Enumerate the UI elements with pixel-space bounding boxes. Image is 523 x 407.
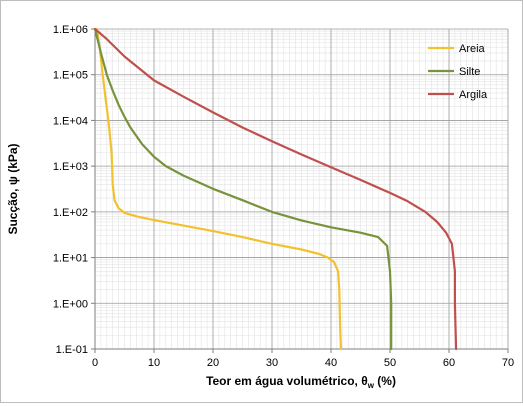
series-line-argila [93, 27, 458, 351]
x-tick-label: 10 [148, 357, 160, 369]
minor-gridlines [95, 29, 508, 349]
x-tick-label: 30 [266, 357, 278, 369]
series-lines [93, 27, 458, 351]
x-axis-label: Teor em água volumétrico, θw (%) [206, 374, 396, 390]
x-axis-label-units: (%) [374, 374, 396, 388]
legend-label-argila: Argila [459, 89, 488, 101]
y-tick-label: 1.E+00 [53, 298, 88, 310]
y-tick-label: 1.E+03 [53, 161, 88, 173]
legend-label-areia: Areia [459, 43, 486, 55]
y-axis-label: Sucção, ψ (kPa) [6, 143, 20, 234]
x-axis-label-main: Teor em água volumétrico, θ [206, 374, 368, 388]
y-tick-label: 1.E+02 [53, 207, 88, 219]
x-tick-label: 20 [207, 357, 219, 369]
x-tick-label: 70 [502, 357, 514, 369]
y-tick-label: 1.E+06 [53, 24, 88, 36]
x-tick-label: 50 [384, 357, 396, 369]
legend-label-silte: Silte [459, 66, 480, 78]
x-axis-label-subscript: w [367, 381, 375, 390]
x-tick-label: 40 [325, 357, 337, 369]
y-tick-label: 1.E+05 [53, 70, 88, 82]
axes [91, 28, 509, 353]
y-tick-label: 1.E-01 [56, 344, 88, 356]
y-tick-label: 1.E+04 [53, 115, 88, 127]
x-tick-label: 0 [92, 357, 98, 369]
series-line-areia [95, 27, 343, 351]
legend: Areia Silte Argila [428, 43, 488, 101]
y-tick-label: 1.E+01 [53, 253, 88, 265]
tick-labels: 0 10 20 30 40 50 60 70 1.E-01 1.E+00 1.E+01 1.E+02 1… [53, 24, 514, 369]
x-tick-label: 60 [443, 357, 455, 369]
series-line-silte [93, 27, 393, 351]
